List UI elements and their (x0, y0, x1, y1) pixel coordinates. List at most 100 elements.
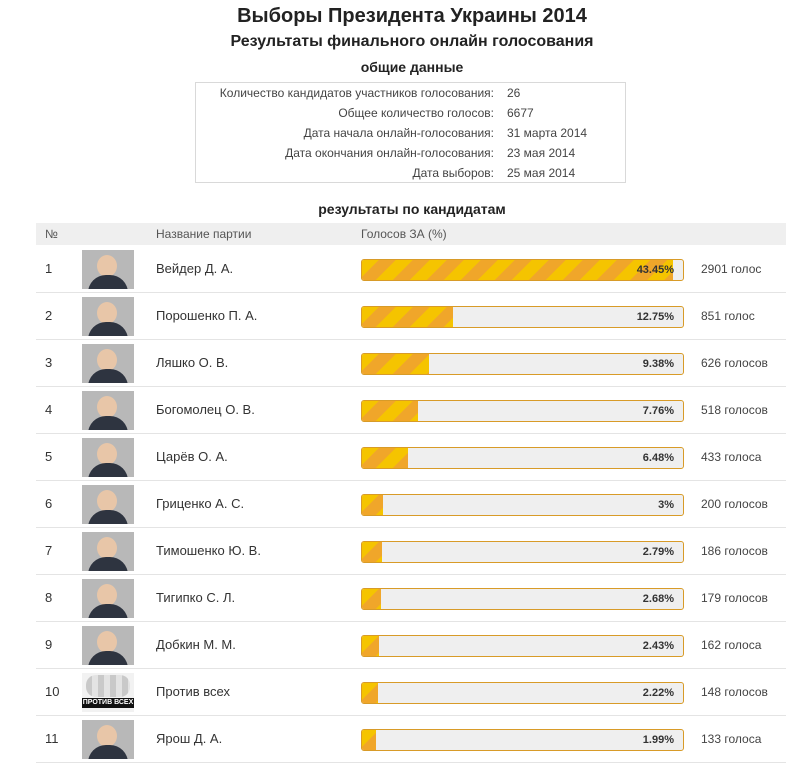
photo-caption: ПРОТИВ ВСЕХ (82, 698, 134, 708)
summary-label: Дата начала онлайн-голосования: (303, 126, 494, 140)
row-number: 2 (45, 308, 53, 323)
photo-body (88, 557, 128, 571)
vote-percent: 2.79% (642, 546, 674, 558)
vote-bar: 2.79% (361, 541, 684, 563)
vote-count: 186 голосов (701, 544, 768, 558)
photo-head (97, 302, 117, 324)
summary-label: Дата выборов: (412, 166, 494, 180)
summary-row: Дата начала онлайн-голосования: 31 марта … (196, 123, 625, 143)
vote-bar-fill (362, 636, 380, 656)
vote-bar: 9.38% (361, 353, 684, 375)
photo-head (97, 725, 117, 747)
vote-bar-fill (362, 354, 430, 374)
table-row: 2 Порошенко П. А. 12.75% 851 голос (36, 293, 786, 340)
row-number: 6 (45, 496, 53, 511)
summary-row: Дата выборов: 25 мая 2014 (196, 163, 625, 183)
vote-percent: 1.99% (642, 734, 674, 746)
vote-percent: 2.68% (642, 593, 674, 605)
candidate-photo (82, 250, 134, 289)
vote-percent: 43.45% (636, 264, 674, 276)
row-number: 7 (45, 543, 53, 558)
candidate-name: Ярош Д. А. (156, 731, 223, 746)
candidate-name: Вейдер Д. А. (156, 261, 234, 276)
table-row: 9 Добкин М. М. 2.43% 162 голоса (36, 622, 786, 669)
summary-value: 31 марта 2014 (507, 126, 588, 140)
row-number: 1 (45, 261, 53, 276)
vote-percent: 9.38% (642, 358, 674, 370)
candidate-name: Тимошенко Ю. В. (156, 543, 261, 558)
page-subtitle: Результаты финального онлайн голосования (230, 33, 594, 50)
photo-head (97, 349, 117, 371)
summary-row: Общее количество голосов: 6677 (196, 103, 625, 123)
candidate-photo (82, 485, 134, 524)
vote-percent: 2.43% (642, 640, 674, 652)
summary-label: Общее количество голосов: (338, 106, 494, 120)
candidate-photo (82, 344, 134, 383)
row-number: 5 (45, 449, 53, 464)
candidate-name: Ляшко О. В. (156, 355, 229, 370)
row-number: 4 (45, 402, 53, 417)
table-row: 5 Царёв О. А. 6.48% 433 голоса (36, 434, 786, 481)
row-number: 10 (45, 684, 60, 699)
vote-count: 433 голоса (701, 450, 762, 464)
candidate-name: Царёв О. А. (156, 449, 228, 464)
table-row: 7 Тимошенко Ю. В. 2.79% 186 голосов (36, 528, 786, 575)
vote-bar: 6.48% (361, 447, 684, 469)
vote-bar: 7.76% (361, 400, 684, 422)
row-number: 8 (45, 590, 53, 605)
photo-head (97, 396, 117, 418)
decorative-image (86, 675, 130, 697)
table-row: 10 ПРОТИВ ВСЕХ Против всех 2.22% 148 голосов (36, 669, 786, 716)
candidate-name: Богомолец О. В. (156, 402, 255, 417)
vote-bar-fill (362, 683, 378, 703)
candidate-name: Против всех (156, 684, 230, 699)
row-number: 9 (45, 637, 53, 652)
vote-bar: 2.43% (361, 635, 684, 657)
vote-count: 148 голосов (701, 685, 768, 699)
column-party: Название партии (156, 227, 252, 241)
vote-percent: 3% (658, 499, 674, 511)
photo-body (88, 651, 128, 665)
vote-bar: 2.68% (361, 588, 684, 610)
table-row: 11 Ярош Д. А. 1.99% 133 голоса (36, 716, 786, 763)
column-number: № (45, 227, 58, 241)
table-row: 4 Богомолец О. В. 7.76% 518 голосов (36, 387, 786, 434)
vote-count: 133 голоса (701, 732, 762, 746)
vote-bar-fill (362, 730, 377, 750)
candidate-name: Добкин М. М. (156, 637, 236, 652)
summary-row: Дата окончания онлайн-голосования: 23 мая… (196, 143, 625, 163)
vote-count: 200 голосов (701, 497, 768, 511)
vote-percent: 12.75% (636, 311, 674, 323)
vote-count: 518 голосов (701, 403, 768, 417)
row-number: 3 (45, 355, 53, 370)
photo-body (88, 416, 128, 430)
photo-body (88, 510, 128, 524)
vote-count: 179 голосов (701, 591, 768, 605)
candidate-photo (82, 579, 134, 618)
photo-body (88, 322, 128, 336)
photo-body (88, 275, 128, 289)
vote-count: 626 голосов (701, 356, 768, 370)
summary-value: 26 (507, 86, 521, 100)
vote-bar: 1.99% (361, 729, 684, 751)
vote-bar-fill (362, 542, 382, 562)
candidate-photo (82, 391, 134, 430)
summary-value: 6677 (507, 106, 534, 120)
results-table-header: № Название партии Голосов ЗА (%) (36, 223, 786, 245)
results-heading: результаты по кандидатам (318, 201, 506, 217)
photo-head (97, 443, 117, 465)
row-number: 11 (45, 731, 59, 746)
table-row: 8 Тигипко С. Л. 2.68% 179 голосов (36, 575, 786, 622)
summary-row: Количество кандидатов участников голосов… (196, 83, 625, 103)
vote-bar: 43.45% (361, 259, 684, 281)
candidate-photo: ПРОТИВ ВСЕХ (82, 673, 134, 712)
photo-head (97, 584, 117, 606)
summary-box: Количество кандидатов участников голосов… (195, 82, 626, 183)
vote-count: 851 голос (701, 309, 755, 323)
summary-label: Количество кандидатов участников голосов… (219, 86, 494, 100)
candidate-photo (82, 438, 134, 477)
vote-bar-fill (362, 307, 454, 327)
photo-body (88, 745, 128, 759)
candidate-photo (82, 626, 134, 665)
column-votes: Голосов ЗА (%) (361, 227, 447, 241)
